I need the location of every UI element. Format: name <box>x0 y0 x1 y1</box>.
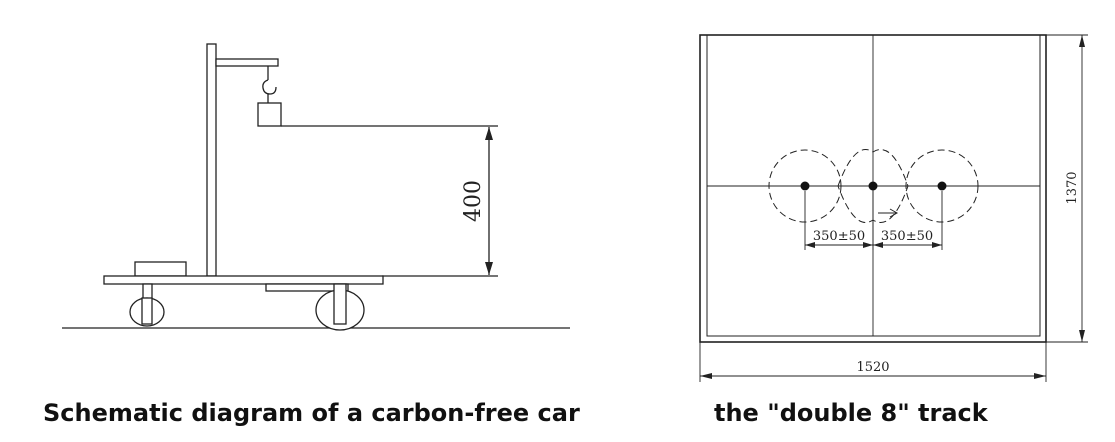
track-caption: the "double 8" track <box>714 399 989 427</box>
pole-left <box>800 181 810 191</box>
width-label: 1520 <box>856 360 889 375</box>
arm <box>215 58 279 67</box>
chassis-deck <box>103 275 384 285</box>
rear-wheel <box>315 283 365 331</box>
spacing-label-right: 350±50 <box>881 229 933 244</box>
spacing-label-left: 350±50 <box>813 229 865 244</box>
pole-center <box>868 181 878 191</box>
car-caption: Schematic diagram of a carbon-free car <box>43 399 580 427</box>
mast <box>206 43 217 277</box>
track-inner-border <box>706 34 1041 337</box>
dim-arrow-down <box>485 262 493 275</box>
dim-arrow-up <box>485 127 493 140</box>
track-drawing <box>699 34 1088 382</box>
under-rail <box>265 283 349 292</box>
pulley-hook <box>262 66 277 103</box>
pole-right <box>937 181 947 191</box>
height-label: 1370 <box>1065 171 1080 204</box>
deck-box <box>134 261 187 277</box>
weight-block <box>257 102 282 127</box>
car-schematic <box>62 43 570 331</box>
front-wheel <box>129 283 165 327</box>
dimension-400-label: 400 <box>461 180 486 222</box>
